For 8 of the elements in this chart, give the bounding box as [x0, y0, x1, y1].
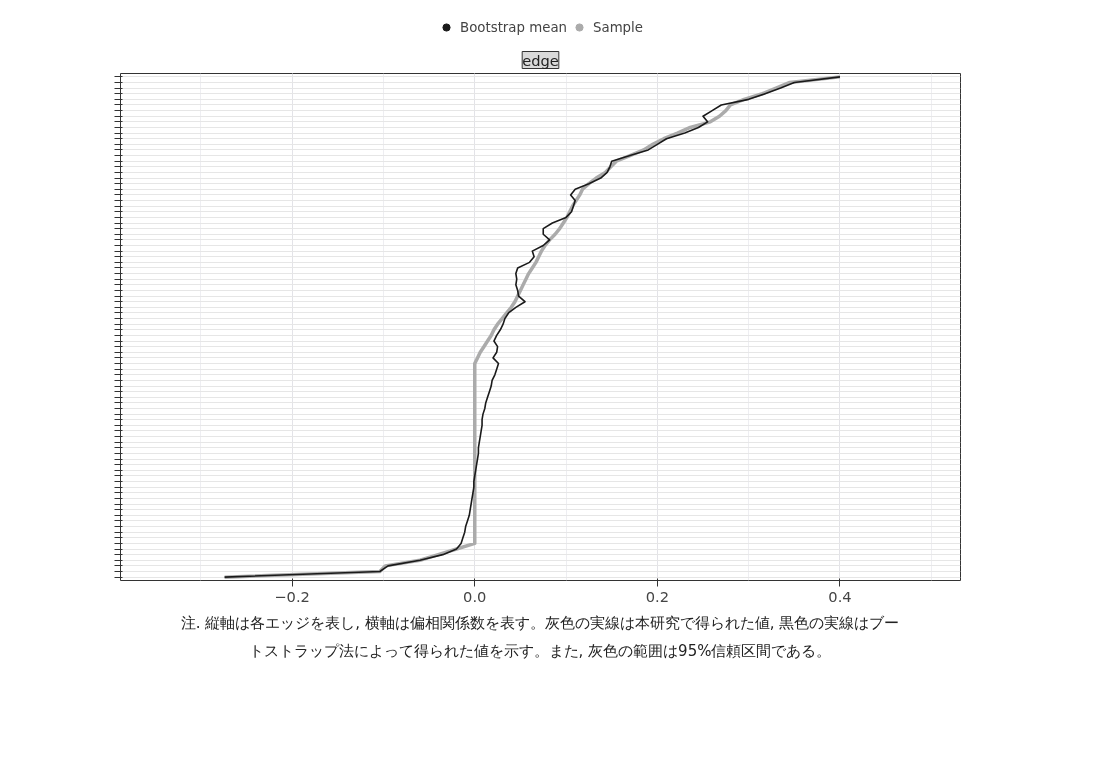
- x-tick-label: 0.2: [645, 587, 670, 605]
- legend-label: Bootstrap mean: [460, 19, 568, 35]
- x-tick-label: 0.4: [828, 587, 852, 605]
- text: 注. 縦軸は各エッジを表し, 横軸は偏相関係数を表す。灰色の実線は本研究で得られた値, 黒色の実線はブートストラップ法によって得られた値を示す。また, 灰色の範囲は95%信頼区間である。: [180, 613, 900, 662]
- x-tick-label: −0.2: [274, 587, 310, 605]
- x-tick-label: 0.0: [463, 587, 487, 605]
- legend-label: Sample: [593, 19, 643, 35]
- chart-title: edge: [522, 51, 559, 69]
